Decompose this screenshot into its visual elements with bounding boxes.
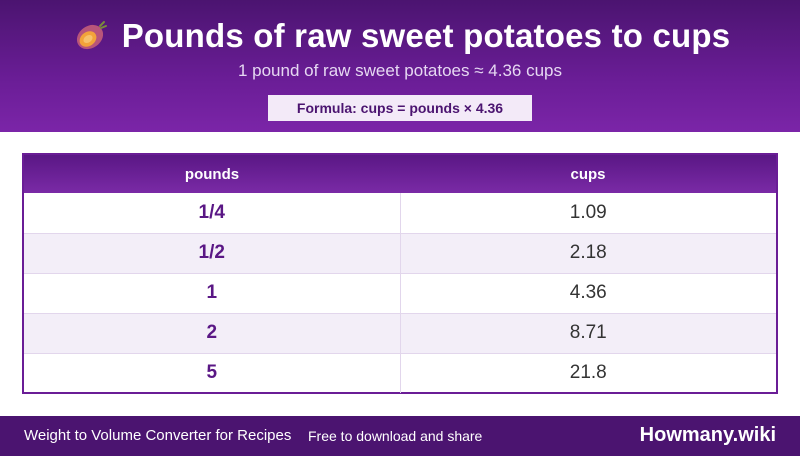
column-header-pounds: pounds — [184, 165, 240, 183]
cups-cell: 8.71 — [400, 313, 776, 354]
pounds-cell: 1/2 — [24, 233, 401, 274]
title-row: Pounds of raw sweet potatoes to cups — [0, 14, 800, 58]
table-header-row: pounds cups — [24, 155, 776, 193]
column-header-cups: cups — [570, 165, 606, 183]
cups-cell: 4.36 — [400, 273, 776, 314]
pounds-cell: 1/4 — [24, 193, 401, 234]
pounds-cell: 2 — [24, 313, 401, 354]
conversion-table: pounds cups 1/4 1.09 1/2 2.18 1 4.36 2 8… — [22, 153, 778, 394]
formula-box: Formula: cups = pounds × 4.36 — [268, 95, 532, 121]
page-title: Pounds of raw sweet potatoes to cups — [121, 17, 731, 54]
brand-logo-text[interactable]: Howmany.wiki — [639, 424, 776, 446]
footer-site-description: Weight to Volume Converter for Recipes — [24, 427, 292, 444]
footer-bar: Weight to Volume Converter for Recipes F… — [0, 416, 800, 456]
table-row: 1 4.36 — [24, 273, 776, 314]
pounds-cell: 5 — [24, 353, 401, 393]
pounds-cell: 1 — [24, 273, 401, 314]
cups-cell: 2.18 — [400, 233, 776, 274]
header-banner: Pounds of raw sweet potatoes to cups 1 p… — [0, 0, 800, 132]
cups-cell: 1.09 — [400, 193, 776, 234]
cups-cell: 21.8 — [569, 362, 607, 384]
table-row: 2 8.71 — [24, 313, 776, 354]
table-row: 5 21.8 — [24, 353, 776, 393]
table-row: 1/2 2.18 — [24, 233, 776, 274]
footer-share-note: Free to download and share — [308, 428, 483, 444]
table-row: 1/4 1.09 — [24, 193, 776, 234]
sweet-potato-icon — [76, 21, 107, 50]
subtitle: 1 pound of raw sweet potatoes ≈ 4.36 cup… — [237, 61, 563, 80]
